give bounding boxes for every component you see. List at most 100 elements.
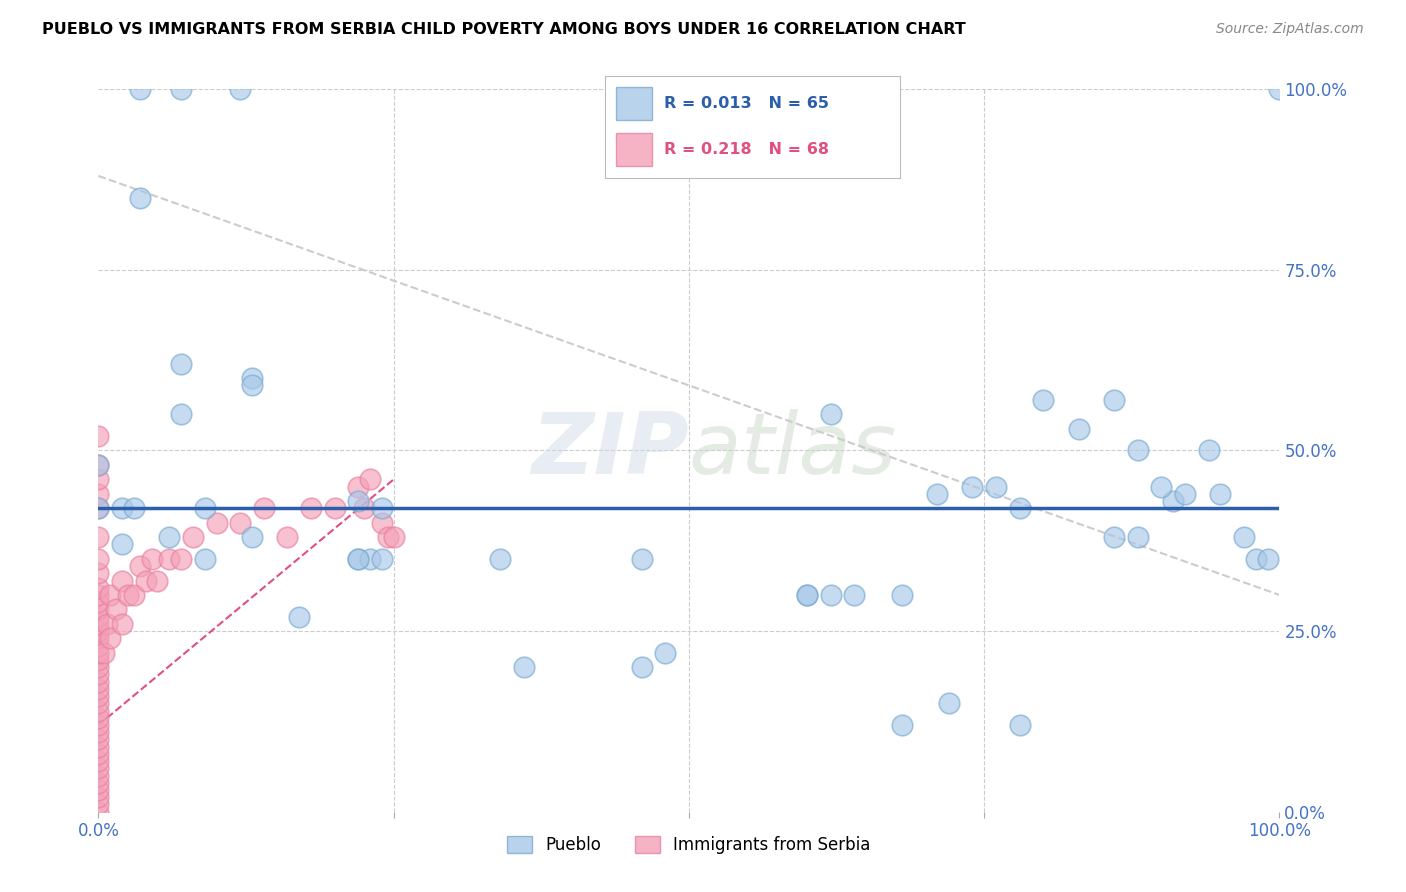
Point <box>128 82 150 96</box>
Point <box>93 646 115 660</box>
Point <box>347 494 370 508</box>
Point <box>170 82 193 96</box>
Point <box>117 588 139 602</box>
Point <box>87 595 110 609</box>
Point <box>654 646 676 660</box>
Point <box>87 458 110 472</box>
Text: R = 0.218   N = 68: R = 0.218 N = 68 <box>664 142 828 157</box>
Point <box>157 530 180 544</box>
Point <box>87 581 110 595</box>
Point <box>181 530 204 544</box>
Point <box>87 696 110 710</box>
Point <box>87 551 110 566</box>
Point <box>377 530 399 544</box>
Point <box>347 551 370 566</box>
Point <box>382 530 405 544</box>
Point <box>938 696 960 710</box>
Point <box>630 660 652 674</box>
Point <box>87 732 110 747</box>
Point <box>359 472 381 486</box>
Point <box>87 530 110 544</box>
Point <box>359 551 381 566</box>
Point <box>253 501 276 516</box>
Point <box>844 588 866 602</box>
Point <box>87 616 110 631</box>
Point <box>87 472 110 486</box>
Point <box>87 769 110 783</box>
Point <box>105 602 128 616</box>
Text: atlas: atlas <box>689 409 897 492</box>
Point <box>1174 487 1197 501</box>
FancyBboxPatch shape <box>616 133 652 166</box>
Point <box>925 487 948 501</box>
FancyBboxPatch shape <box>616 87 652 120</box>
Point <box>87 790 110 805</box>
Point <box>962 480 984 494</box>
Point <box>1126 443 1149 458</box>
Point <box>371 551 394 566</box>
Point <box>288 609 311 624</box>
Point <box>146 574 169 588</box>
Point <box>299 501 322 516</box>
Point <box>1198 443 1220 458</box>
Point <box>122 588 145 602</box>
Point <box>1233 530 1256 544</box>
Point <box>87 639 110 653</box>
Point <box>240 371 263 385</box>
Point <box>229 82 252 96</box>
Point <box>347 551 370 566</box>
Point <box>87 761 110 775</box>
Point <box>1268 82 1291 96</box>
Point <box>87 754 110 768</box>
Point <box>323 501 346 516</box>
Point <box>98 632 121 646</box>
Point <box>87 632 110 646</box>
Point <box>240 530 263 544</box>
Point <box>87 501 110 516</box>
Point <box>87 429 110 443</box>
Point <box>111 574 134 588</box>
Point <box>111 537 134 551</box>
Point <box>170 407 193 421</box>
Point <box>512 660 534 674</box>
Point <box>87 718 110 732</box>
Point <box>87 588 110 602</box>
Point <box>1008 501 1031 516</box>
Point <box>111 501 134 516</box>
Point <box>87 797 110 812</box>
Point <box>1008 718 1031 732</box>
Point <box>87 501 110 516</box>
Point <box>796 588 818 602</box>
Point <box>87 609 110 624</box>
Point <box>890 588 912 602</box>
Point <box>194 501 217 516</box>
Point <box>87 783 110 797</box>
Point <box>194 551 217 566</box>
Point <box>96 616 118 631</box>
Point <box>890 718 912 732</box>
Legend: Pueblo, Immigrants from Serbia: Pueblo, Immigrants from Serbia <box>508 836 870 854</box>
Point <box>87 704 110 718</box>
Point <box>630 551 652 566</box>
Point <box>128 559 150 574</box>
Point <box>87 747 110 761</box>
Point <box>1102 392 1125 407</box>
Text: ZIP: ZIP <box>531 409 689 492</box>
Point <box>820 588 842 602</box>
Point <box>111 616 134 631</box>
Point <box>87 739 110 754</box>
Point <box>157 551 180 566</box>
Point <box>1257 551 1279 566</box>
Point <box>87 566 110 581</box>
Point <box>1150 480 1173 494</box>
Point <box>205 516 228 530</box>
Point <box>87 653 110 667</box>
Point <box>353 501 375 516</box>
Point <box>128 191 150 205</box>
Point <box>87 624 110 639</box>
Point <box>170 357 193 371</box>
Point <box>984 480 1007 494</box>
Point <box>87 776 110 790</box>
Point <box>1032 392 1054 407</box>
Point <box>1161 494 1184 508</box>
